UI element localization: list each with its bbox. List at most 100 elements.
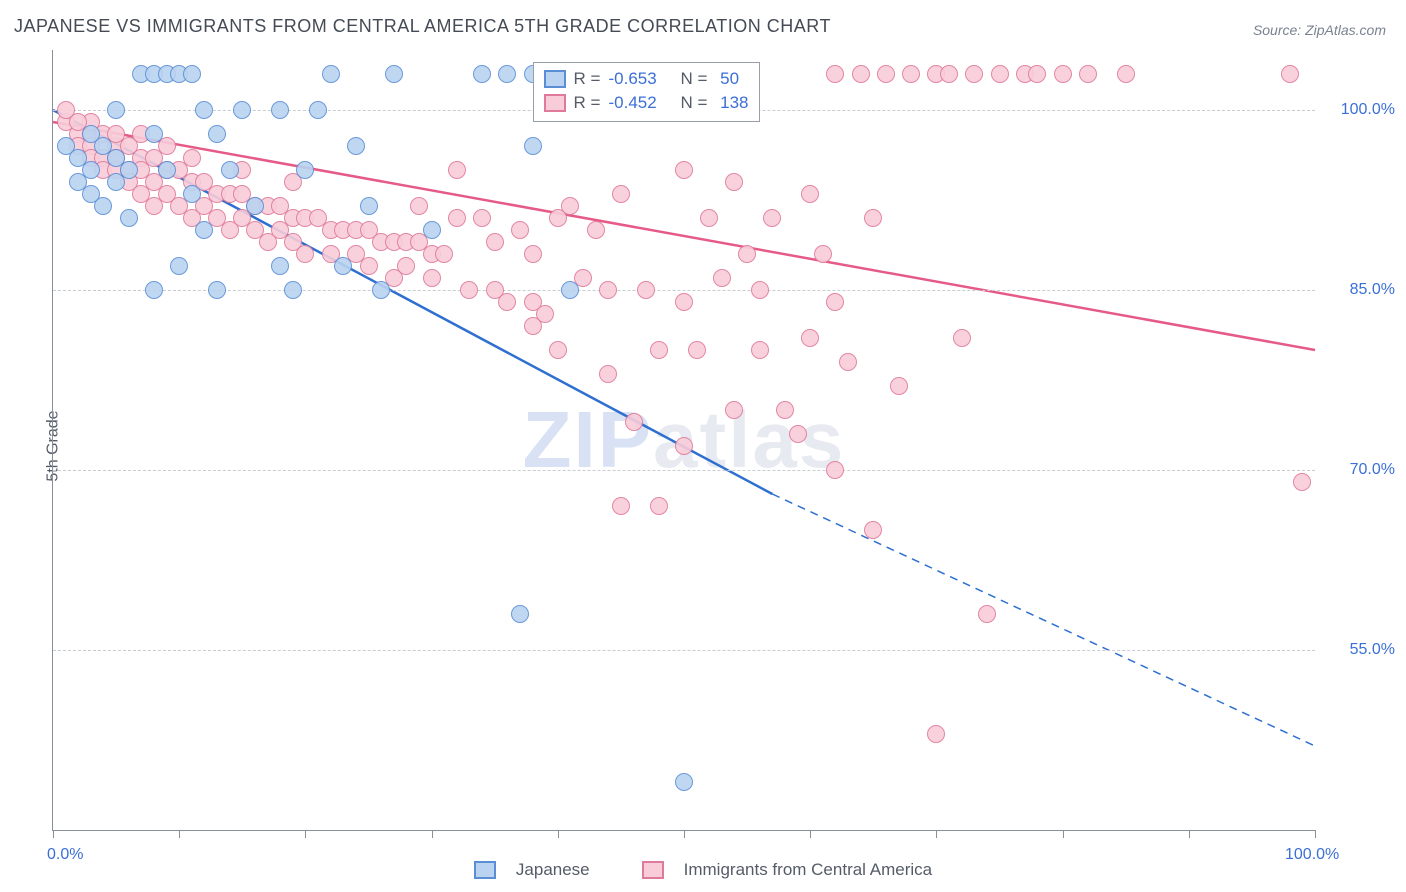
- legend-stats: R =-0.653N = 50R =-0.452N = 138: [533, 62, 760, 122]
- data-point: [814, 245, 832, 263]
- data-point: [826, 65, 844, 83]
- data-point: [991, 65, 1009, 83]
- x-tick: [305, 830, 306, 838]
- data-point: [473, 65, 491, 83]
- data-point: [890, 377, 908, 395]
- data-point: [561, 281, 579, 299]
- data-point: [826, 461, 844, 479]
- data-point: [561, 197, 579, 215]
- data-point: [978, 605, 996, 623]
- data-point: [397, 257, 415, 275]
- data-point: [120, 161, 138, 179]
- data-point: [1117, 65, 1135, 83]
- legend-r-value: -0.452: [608, 93, 672, 113]
- data-point: [284, 281, 302, 299]
- data-point: [801, 185, 819, 203]
- data-point: [965, 65, 983, 83]
- data-point: [826, 293, 844, 311]
- data-point: [675, 293, 693, 311]
- data-point: [145, 281, 163, 299]
- data-point: [360, 197, 378, 215]
- legend-n-value: 138: [715, 93, 748, 113]
- data-point: [473, 209, 491, 227]
- data-point: [372, 281, 390, 299]
- data-point: [145, 125, 163, 143]
- data-point: [498, 293, 516, 311]
- x-tick: [179, 830, 180, 838]
- data-point: [877, 65, 895, 83]
- data-point: [864, 209, 882, 227]
- data-point: [448, 161, 466, 179]
- legend-swatch-central-america: [642, 861, 664, 879]
- data-point: [347, 137, 365, 155]
- gridline: [53, 470, 1315, 471]
- legend-swatch: [544, 94, 566, 112]
- gridline: [53, 290, 1315, 291]
- data-point: [675, 773, 693, 791]
- data-point: [789, 425, 807, 443]
- data-point: [713, 269, 731, 287]
- data-point: [549, 341, 567, 359]
- x-tick: [1063, 830, 1064, 838]
- data-point: [195, 101, 213, 119]
- data-point: [498, 65, 516, 83]
- data-point: [246, 197, 264, 215]
- data-point: [725, 401, 743, 419]
- data-point: [675, 161, 693, 179]
- data-point: [1028, 65, 1046, 83]
- data-point: [385, 65, 403, 83]
- y-tick-label: 85.0%: [1325, 281, 1395, 299]
- data-point: [776, 401, 794, 419]
- data-point: [322, 65, 340, 83]
- y-tick-label: 100.0%: [1325, 101, 1395, 119]
- data-point: [1079, 65, 1097, 83]
- data-point: [94, 197, 112, 215]
- chart-title: JAPANESE VS IMMIGRANTS FROM CENTRAL AMER…: [14, 16, 831, 37]
- x-tick: [432, 830, 433, 838]
- data-point: [650, 497, 668, 515]
- legend-r-label: R =: [574, 69, 601, 89]
- gridline: [53, 650, 1315, 651]
- data-point: [751, 281, 769, 299]
- data-point: [839, 353, 857, 371]
- data-point: [700, 209, 718, 227]
- plot-area: ZIPatlas 55.0%70.0%85.0%100.0%0.0%100.0%…: [52, 50, 1315, 831]
- data-point: [233, 101, 251, 119]
- legend-row: R =-0.653N = 50: [544, 67, 749, 91]
- source-label: Source: ZipAtlas.com: [1253, 22, 1386, 38]
- legend-n-label: N =: [680, 69, 707, 89]
- data-point: [486, 233, 504, 251]
- data-point: [208, 281, 226, 299]
- data-point: [221, 161, 239, 179]
- data-point: [82, 161, 100, 179]
- data-point: [120, 209, 138, 227]
- y-tick-label: 55.0%: [1325, 641, 1395, 659]
- data-point: [637, 281, 655, 299]
- x-tick: [558, 830, 559, 838]
- data-point: [183, 65, 201, 83]
- data-point: [524, 245, 542, 263]
- data-point: [309, 101, 327, 119]
- data-point: [423, 221, 441, 239]
- legend-r-label: R =: [574, 93, 601, 113]
- x-tick: [1315, 830, 1316, 838]
- legend-row: R =-0.452N = 138: [544, 91, 749, 115]
- data-point: [612, 497, 630, 515]
- data-point: [511, 605, 529, 623]
- data-point: [410, 197, 428, 215]
- x-tick: [936, 830, 937, 838]
- y-tick-label: 70.0%: [1325, 461, 1395, 479]
- data-point: [625, 413, 643, 431]
- legend-label-central-america: Immigrants from Central America: [684, 860, 932, 880]
- data-point: [360, 257, 378, 275]
- data-point: [208, 125, 226, 143]
- x-tick: [810, 830, 811, 838]
- data-point: [1293, 473, 1311, 491]
- legend-bottom: Japanese Immigrants from Central America: [0, 860, 1406, 880]
- data-point: [927, 725, 945, 743]
- data-point: [107, 101, 125, 119]
- legend-r-value: -0.653: [608, 69, 672, 89]
- data-point: [524, 137, 542, 155]
- data-point: [170, 257, 188, 275]
- data-point: [587, 221, 605, 239]
